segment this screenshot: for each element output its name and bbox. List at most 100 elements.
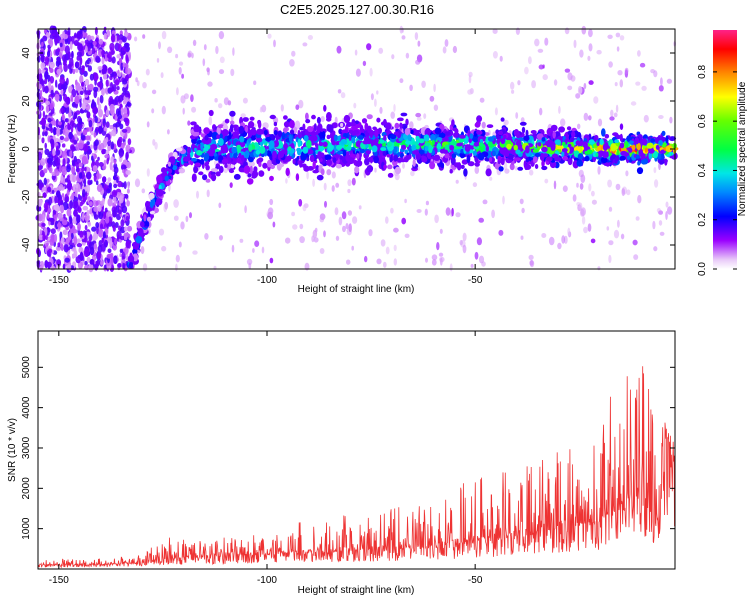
heatmap-point <box>48 81 51 89</box>
heatmap-point <box>76 238 81 244</box>
heatmap-point <box>520 235 524 240</box>
heatmap-point <box>577 153 584 160</box>
heatmap-point <box>36 55 41 63</box>
heatmap-point <box>431 254 438 261</box>
heatmap-point <box>40 61 46 70</box>
heatmap-point <box>394 173 400 181</box>
heatmap-point <box>291 211 295 217</box>
heatmap-point <box>79 90 84 95</box>
heatmap-point <box>424 129 431 135</box>
heatmap-point <box>91 155 94 161</box>
heatmap-point <box>550 142 556 151</box>
heatmap-point <box>109 240 113 248</box>
heatmap-point <box>580 209 585 217</box>
heatmap-point <box>528 254 534 261</box>
heatmap-point <box>601 128 606 137</box>
heatmap-point <box>364 157 370 166</box>
heatmap-point <box>665 135 669 144</box>
heatmap-point <box>73 229 78 234</box>
heatmap-point <box>593 136 597 142</box>
heatmap-point <box>578 202 583 211</box>
heatmap-point <box>141 188 146 194</box>
heatmap-point <box>378 47 384 54</box>
heatmap-point <box>486 124 494 128</box>
heatmap-point <box>588 43 593 52</box>
heatmap-point <box>45 242 49 248</box>
heatmap-point <box>229 124 234 133</box>
heatmap-point <box>90 144 93 150</box>
heatmap-point <box>100 200 104 207</box>
heatmap-point <box>253 166 258 173</box>
heatmap-point <box>151 108 155 114</box>
heatmap-point <box>96 184 103 193</box>
heatmap-point <box>83 178 87 188</box>
heatmap-point <box>619 79 623 88</box>
heatmap-point <box>79 52 82 58</box>
heatmap-point <box>617 70 623 76</box>
heatmap-point <box>193 124 200 133</box>
heatmap-point <box>63 63 68 73</box>
heatmap-point <box>472 182 478 188</box>
heatmap-point <box>71 122 77 128</box>
heatmap-point <box>97 103 102 111</box>
heatmap-point <box>123 235 128 241</box>
heatmap-point <box>390 207 394 214</box>
heatmap-point <box>665 211 668 220</box>
heatmap-point <box>218 151 222 156</box>
heatmap-point <box>113 196 117 205</box>
heatmap-point <box>46 157 53 164</box>
heatmap-point <box>366 165 374 173</box>
colorbar-tick-label: 0.8 <box>697 64 708 78</box>
heatmap-point <box>608 61 613 68</box>
heatmap-point <box>320 116 325 122</box>
heatmap-point <box>224 118 230 124</box>
heatmap-point <box>310 131 317 137</box>
heatmap-point <box>530 130 537 134</box>
heatmap-point <box>619 133 623 142</box>
heatmap-point <box>69 68 73 74</box>
heatmap-point <box>580 174 586 184</box>
heatmap-point <box>305 112 309 121</box>
heatmap-point <box>114 79 120 86</box>
heatmap-point <box>37 151 43 161</box>
heatmap-point <box>79 252 84 261</box>
heatmap-point <box>307 35 313 40</box>
heatmap-point <box>541 165 548 171</box>
heatmap-point <box>482 199 488 205</box>
heatmap-point <box>405 118 409 126</box>
heatmap-point <box>134 178 141 188</box>
snr-x-tick-label: -100 <box>257 575 277 586</box>
heatmap-point <box>109 42 115 51</box>
heatmap-point <box>77 193 81 200</box>
heatmap-point <box>500 157 505 166</box>
heatmap-point <box>178 67 182 75</box>
heatmap-point <box>109 125 114 130</box>
heatmap-point <box>125 63 129 69</box>
heatmap-point <box>55 79 58 88</box>
heatmap-point <box>567 85 573 91</box>
heatmap-point <box>220 145 227 154</box>
heatmap-point <box>73 209 78 217</box>
heatmap-point <box>109 96 113 101</box>
heatmap-point <box>312 169 319 174</box>
heatmap-point <box>669 116 673 124</box>
heatmap-point <box>400 112 408 117</box>
heatmap-point <box>654 179 659 188</box>
heatmap-point <box>238 125 245 134</box>
heatmap-point <box>646 142 654 149</box>
heatmap-point <box>110 50 115 55</box>
heatmap-point <box>117 263 122 268</box>
heatmap-point <box>118 72 122 78</box>
heatmap-point <box>573 146 581 152</box>
colorbar: 0.00.20.40.60.8 Normalized spectral ampl… <box>697 30 748 276</box>
heatmap-point <box>102 231 106 240</box>
heatmap-point <box>324 154 332 161</box>
heatmap-point <box>571 131 576 139</box>
heatmap-point <box>478 217 485 223</box>
heatmap-point <box>122 262 126 270</box>
heatmap-point <box>105 79 109 87</box>
heatmap-point <box>240 154 245 162</box>
heatmap-point <box>87 149 92 155</box>
heatmap-point <box>449 263 453 272</box>
